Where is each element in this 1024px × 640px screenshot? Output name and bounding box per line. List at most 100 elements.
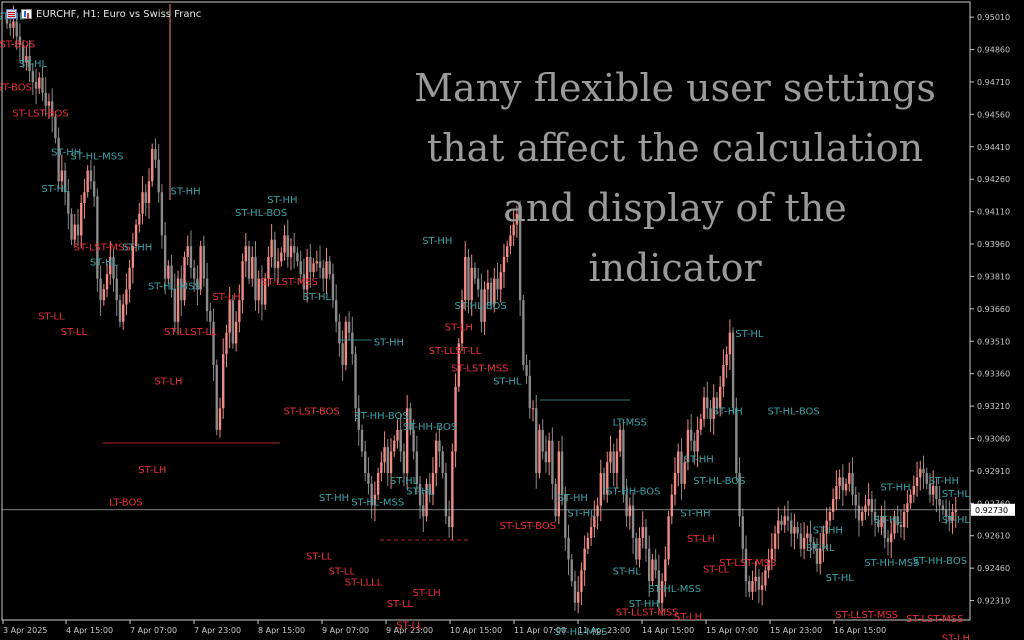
structure-label: ST-LLLL [345, 577, 383, 588]
candle-body [409, 408, 412, 430]
overlay-line-1: Many flexible user settings [414, 66, 936, 110]
candle-body [331, 274, 335, 301]
candle-body [180, 278, 183, 301]
candle-body [777, 520, 780, 534]
candle-body [354, 354, 357, 409]
candle-body [628, 505, 632, 517]
y-tick-label: 0.92610 [977, 532, 1010, 541]
candle-body [844, 483, 848, 491]
candle-body [841, 477, 845, 491]
structure-label: ST-LH [674, 612, 702, 623]
structure-label: ST-LLST-LL [429, 346, 482, 357]
candle-body [890, 533, 893, 543]
candle-body [822, 533, 825, 549]
candle-body [228, 300, 231, 333]
candle-body [815, 548, 819, 564]
structure-label: ST-HL-MSS [351, 497, 404, 508]
structure-label: ST-HL [493, 376, 522, 387]
candle-body [218, 408, 222, 430]
candle-body [238, 300, 241, 322]
candle-body [706, 397, 709, 409]
structure-label: ST-HH [267, 195, 297, 206]
candle-body [509, 235, 512, 247]
structure-label: ST-BOS [0, 39, 35, 50]
candle-body [902, 511, 906, 528]
candle-body [109, 256, 112, 275]
candle-body [622, 429, 625, 495]
candle-body [925, 473, 928, 484]
candle-body [112, 256, 115, 279]
structure-label: ST-HL [90, 258, 119, 269]
one-click-trading-icon[interactable] [21, 9, 32, 19]
candle-body [757, 576, 761, 590]
structure-label: ST-HH [880, 482, 910, 493]
candle-body [5, 14, 9, 24]
candle-body [912, 486, 916, 495]
candle-body [812, 542, 815, 549]
candle-body [86, 170, 89, 193]
candle-body [612, 451, 615, 474]
structure-label: ST-HH-MSS [864, 558, 919, 569]
candle-body [412, 429, 415, 452]
structure-label: ST-HL [19, 59, 48, 70]
candle-body [12, 21, 15, 28]
structure-label: ST-HH [684, 454, 714, 465]
structure-label: ST-LST-BOS [283, 407, 339, 418]
structure-label: ST-HH [713, 407, 743, 418]
candle-body [251, 256, 254, 279]
y-tick-label: 0.94560 [977, 110, 1010, 119]
candle-body [941, 505, 945, 510]
candle-body [547, 440, 551, 463]
candle-body [867, 498, 870, 506]
candle-body [506, 246, 509, 257]
candle-body [644, 527, 648, 549]
candle-body [18, 36, 22, 46]
structure-label: LT-BOS [109, 497, 143, 508]
structure-label: ST-HH [629, 599, 659, 610]
y-tick-label: 0.93360 [977, 370, 1010, 379]
candle-body [496, 278, 499, 290]
y-tick-label: 0.94710 [977, 78, 1010, 87]
candle-body [54, 116, 57, 139]
candle-body [767, 559, 770, 571]
candle-body [631, 505, 635, 538]
promo-overlay-text: Many flexible user settings that affect … [380, 58, 970, 298]
structure-label: ST-LH [212, 292, 240, 303]
candle-body [105, 274, 109, 290]
candle-body [76, 224, 80, 236]
candle-body [564, 494, 567, 538]
candle-body [657, 570, 661, 603]
candle-body [528, 375, 531, 409]
structure-label: ST-LL [61, 327, 88, 338]
structure-label: ST-LST-MSS [719, 558, 776, 569]
candle-body [809, 533, 812, 543]
candle-body [848, 473, 851, 484]
candle-body [173, 289, 177, 322]
candle-body [731, 332, 735, 409]
chart-frame [1, 1, 971, 621]
candle-body [225, 332, 228, 355]
candle-body [99, 278, 102, 301]
candle-body [344, 321, 348, 366]
candle-body [789, 520, 793, 534]
candle-body [357, 408, 360, 430]
candle-body [67, 192, 70, 214]
structure-label: ST-HL [826, 573, 855, 584]
candle-body [583, 548, 586, 571]
candle-body [154, 148, 157, 160]
structure-label: ST-HL-BOS [768, 407, 820, 418]
candle-body [199, 246, 202, 290]
candle-body [567, 537, 570, 560]
candle-body [764, 570, 767, 586]
menu-icon[interactable] [6, 9, 17, 19]
candle-body [189, 246, 193, 268]
candle-body [386, 447, 389, 474]
structure-label: ST-LST-BOS [12, 109, 68, 120]
candle-body [212, 321, 215, 366]
candle-body [599, 473, 602, 506]
overlay-line-3: and display of the [503, 186, 847, 230]
structure-label: ST-HL-MSS [148, 281, 201, 292]
candle-body [689, 429, 693, 441]
candle-body [183, 256, 186, 301]
